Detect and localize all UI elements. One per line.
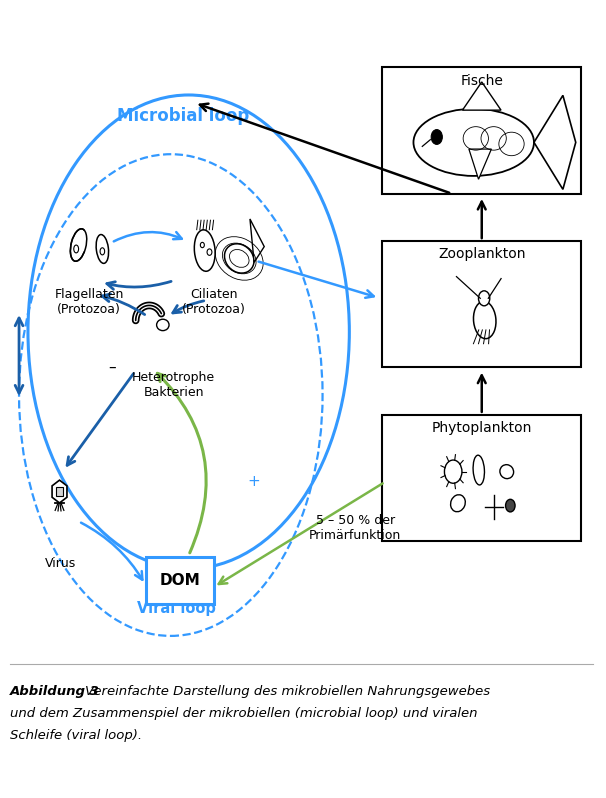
Polygon shape xyxy=(52,480,67,503)
FancyBboxPatch shape xyxy=(382,67,581,194)
Text: –: – xyxy=(108,360,116,375)
Text: Viral loop: Viral loop xyxy=(138,601,216,616)
Ellipse shape xyxy=(156,319,169,330)
Ellipse shape xyxy=(82,230,91,253)
Ellipse shape xyxy=(473,302,496,338)
Ellipse shape xyxy=(224,243,254,273)
Ellipse shape xyxy=(413,109,534,176)
Ellipse shape xyxy=(100,247,105,255)
Text: Schleife (viral loop).: Schleife (viral loop). xyxy=(10,729,142,742)
Text: Vereinfachte Darstellung des mikrobiellen Nahrungsgewebes: Vereinfachte Darstellung des mikrobielle… xyxy=(84,685,490,698)
Text: +: + xyxy=(248,475,261,489)
FancyBboxPatch shape xyxy=(145,557,214,604)
Ellipse shape xyxy=(505,500,515,512)
Text: Microbial loop: Microbial loop xyxy=(116,107,249,124)
Ellipse shape xyxy=(207,249,212,255)
Ellipse shape xyxy=(479,290,490,306)
FancyBboxPatch shape xyxy=(382,415,581,541)
Text: Virus: Virus xyxy=(45,557,76,570)
Ellipse shape xyxy=(70,229,87,261)
Ellipse shape xyxy=(500,464,514,479)
Polygon shape xyxy=(534,96,576,189)
Ellipse shape xyxy=(201,243,204,247)
Polygon shape xyxy=(250,219,264,263)
Text: Abbildung 3: Abbildung 3 xyxy=(10,685,100,698)
Ellipse shape xyxy=(444,460,462,484)
Ellipse shape xyxy=(195,230,215,271)
Polygon shape xyxy=(462,82,501,110)
Ellipse shape xyxy=(473,455,484,485)
Ellipse shape xyxy=(96,235,108,263)
Text: DOM: DOM xyxy=(159,573,200,588)
Ellipse shape xyxy=(74,245,79,253)
Polygon shape xyxy=(469,149,491,180)
Text: und dem Zusammenspiel der mikrobiellen (microbial loop) und viralen: und dem Zusammenspiel der mikrobiellen (… xyxy=(10,707,478,720)
FancyBboxPatch shape xyxy=(382,241,581,367)
Text: Ciliaten
(Protozoa): Ciliaten (Protozoa) xyxy=(182,288,246,317)
Text: 5 – 50 % der
Primärfunktion: 5 – 50 % der Primärfunktion xyxy=(309,513,401,542)
Text: Phytoplankton: Phytoplankton xyxy=(431,421,532,435)
Ellipse shape xyxy=(431,129,442,144)
Text: Zooplankton: Zooplankton xyxy=(438,247,525,262)
Ellipse shape xyxy=(451,495,465,512)
Text: Fische: Fische xyxy=(461,73,503,88)
Text: Flagellaten
(Protozoa): Flagellaten (Protozoa) xyxy=(55,288,124,317)
FancyBboxPatch shape xyxy=(56,487,63,496)
Text: Heterotrophe
Bakterien: Heterotrophe Bakterien xyxy=(132,371,215,399)
